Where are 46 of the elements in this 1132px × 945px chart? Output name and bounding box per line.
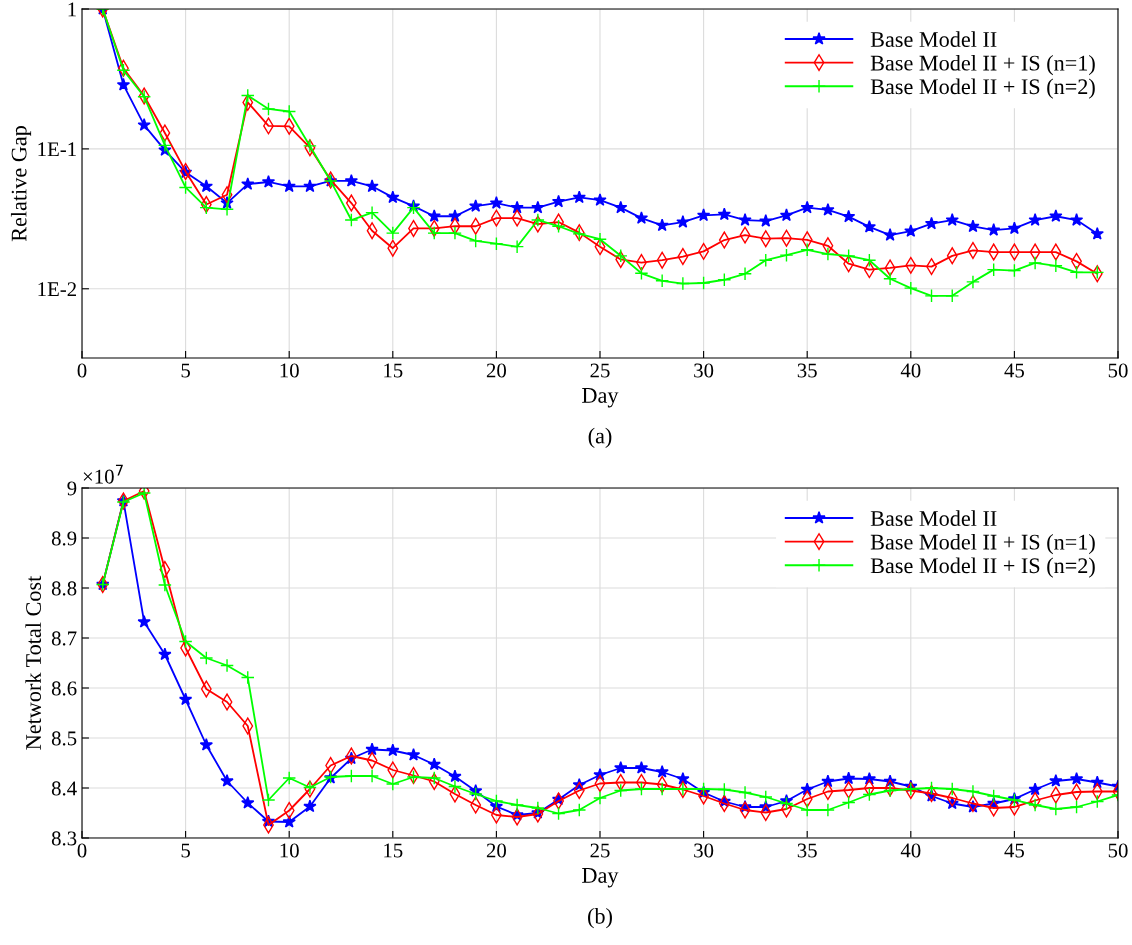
x-tick-label: 35 — [797, 843, 817, 858]
y-axis-title: Relative Gap — [10, 126, 32, 242]
x-tick-label: 5 — [181, 363, 190, 378]
x-tick-label: 15 — [384, 843, 403, 858]
x-tick-label: 45 — [1004, 843, 1024, 858]
legend-label: Base Model II — [870, 31, 997, 47]
x-tick-label: 20 — [486, 363, 507, 378]
legend-label: Base Model II + IS (n=1) — [870, 533, 1095, 555]
y-tick-label: 8.6 — [51, 681, 77, 696]
x-axis-title: Day — [582, 868, 619, 888]
x-tick-label: 10 — [280, 843, 299, 858]
y-tick-label: 1E-2 — [38, 282, 76, 296]
x-tick-label: 45 — [1004, 363, 1024, 378]
y-tick-label: 8.7 — [51, 631, 77, 646]
x-tick-label: 25 — [590, 843, 610, 858]
x-tick-label: 0 — [77, 363, 87, 378]
x-tick-label: 50 — [1108, 843, 1128, 858]
y-tick-label: 8.9 — [51, 531, 77, 546]
text: ×10$^{7}$ — [83, 464, 123, 484]
x-axis-title: Day — [582, 388, 619, 408]
x-tick-label: 0 — [77, 843, 87, 858]
y-axis-title: Network Total Cost — [25, 575, 42, 750]
y-tick-label: 8.8 — [51, 581, 77, 596]
x-tick-label: 10 — [280, 363, 299, 378]
x-tick-label: 5 — [181, 843, 190, 858]
y-tick-label: 8.3 — [51, 831, 77, 846]
x-tick-label: 25 — [590, 363, 610, 378]
y-tick-label: 1E-1 — [38, 142, 76, 157]
x-tick-label: 40 — [900, 843, 921, 858]
x-tick-label: 35 — [797, 363, 817, 378]
x-tick-label: 30 — [694, 363, 714, 378]
legend-label: Base Model II — [870, 510, 997, 526]
y-tick-label: 8.5 — [51, 731, 77, 746]
x-tick-label: 20 — [486, 843, 507, 858]
x-tick-label: 30 — [694, 843, 714, 858]
legend-label: Base Model II + IS (n=2) — [870, 78, 1095, 99]
x-tick-label: 40 — [900, 363, 921, 378]
text: (a) — [588, 427, 612, 448]
text: (b) — [588, 908, 612, 929]
legend-label: Base Model II + IS (n=1) — [870, 54, 1095, 76]
y-tick-label: 1 — [68, 2, 76, 17]
legend-label: Base Model II + IS (n=2) — [870, 557, 1095, 578]
y-tick-label: 9 — [67, 481, 77, 496]
x-tick-label: 50 — [1108, 363, 1128, 378]
y-tick-label: 8.4 — [51, 781, 77, 796]
x-tick-label: 15 — [384, 363, 403, 378]
